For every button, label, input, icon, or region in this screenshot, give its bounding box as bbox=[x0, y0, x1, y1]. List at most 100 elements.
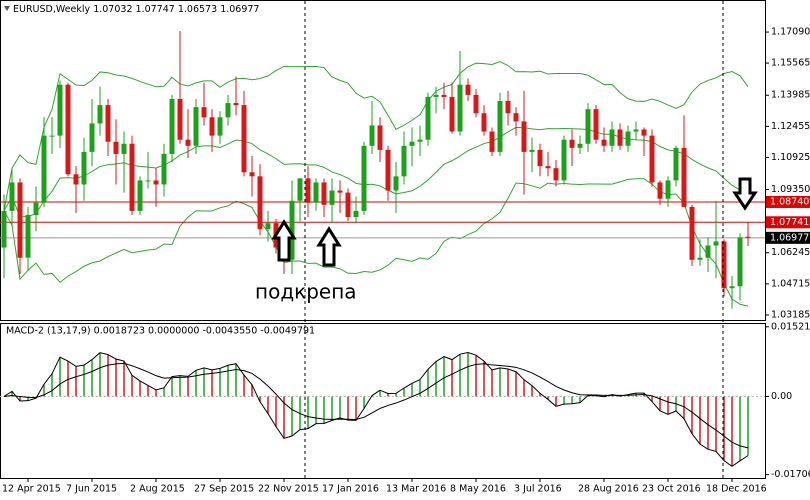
candle-body bbox=[105, 105, 111, 142]
candle-body bbox=[537, 149, 543, 167]
candle-body bbox=[745, 236, 751, 238]
candle-body bbox=[121, 143, 127, 154]
candle-body bbox=[673, 147, 679, 181]
candle-body bbox=[49, 135, 55, 137]
price-panel bbox=[0, 0, 766, 321]
x-tick-label: 18 Dec 2016 bbox=[706, 484, 767, 495]
header-icon bbox=[4, 6, 10, 11]
candle-body bbox=[329, 190, 335, 205]
candle-body bbox=[225, 103, 231, 118]
candle-body bbox=[385, 149, 391, 191]
candle-body bbox=[129, 143, 135, 211]
candle-body bbox=[657, 182, 663, 199]
candle-body bbox=[73, 174, 79, 185]
y-tick-label: 1.04715 bbox=[771, 278, 810, 289]
bollinger-band bbox=[3, 61, 749, 212]
candle-body bbox=[361, 145, 367, 211]
candle-body bbox=[345, 192, 351, 218]
y2-tick-label: 0.015211 bbox=[771, 321, 810, 332]
candle-body bbox=[609, 129, 615, 146]
y2-tick-label: -0.017060 bbox=[771, 469, 810, 480]
candle-body bbox=[497, 101, 503, 152]
level-box bbox=[766, 216, 810, 229]
candle-body bbox=[529, 149, 535, 152]
symbol: EURUSD,Weekly bbox=[13, 4, 91, 15]
candle-body bbox=[25, 214, 31, 258]
indicator-title: MACD-2 (13,17,9) 0.0018723 0.0000000 -0.… bbox=[6, 326, 315, 337]
x-tick-label: 12 Apr 2015 bbox=[2, 484, 61, 495]
x-tick-label: 2 Aug 2015 bbox=[130, 484, 185, 495]
candle-body bbox=[321, 182, 327, 205]
candle-body bbox=[449, 96, 455, 132]
candle-body bbox=[57, 84, 63, 136]
candle-body bbox=[153, 180, 159, 185]
candle-body bbox=[97, 105, 103, 124]
candle-body bbox=[17, 182, 23, 258]
candle-body bbox=[697, 257, 703, 260]
y-tick-label: 1.03185 bbox=[771, 310, 810, 321]
candle-body bbox=[161, 153, 167, 185]
candle-body bbox=[1, 210, 7, 248]
candle-body bbox=[289, 200, 295, 260]
y-tick-label: 1.12455 bbox=[771, 121, 810, 132]
x-tick-label: 23 Oct 2016 bbox=[642, 484, 701, 495]
level-box bbox=[766, 231, 810, 244]
candle-body bbox=[33, 202, 39, 215]
candle-body bbox=[513, 113, 519, 122]
y2-tick-label: 0.00 bbox=[771, 391, 792, 402]
candle-body bbox=[257, 176, 263, 230]
candle-body bbox=[601, 139, 607, 146]
candle-body bbox=[401, 145, 407, 177]
candle-body bbox=[409, 141, 415, 146]
candle-body bbox=[89, 123, 95, 152]
candle-body bbox=[593, 109, 599, 140]
level-label: 1.08740 bbox=[770, 196, 809, 207]
candle-body bbox=[313, 182, 319, 203]
x-tick-label: 22 Nov 2015 bbox=[258, 484, 319, 495]
candle-body bbox=[617, 129, 623, 146]
candle-body bbox=[337, 190, 343, 193]
y-tick-label: 1.09350 bbox=[771, 184, 810, 195]
up-arrow bbox=[271, 219, 297, 262]
candle-body bbox=[681, 147, 687, 207]
y-tick-label: 1.15565 bbox=[771, 58, 810, 69]
candle-body bbox=[473, 94, 479, 114]
bollinger-band bbox=[3, 126, 749, 218]
candle-body bbox=[689, 206, 695, 260]
candle-body bbox=[521, 121, 527, 152]
x-tick-label: 3 Jul 2016 bbox=[514, 484, 562, 495]
candle-body bbox=[433, 94, 439, 97]
low: 1.06573 bbox=[178, 4, 217, 15]
candle-body bbox=[705, 245, 711, 258]
candle-body bbox=[633, 129, 639, 132]
candle-body bbox=[569, 139, 575, 148]
level-label: 1.06977 bbox=[770, 232, 809, 243]
candle-body bbox=[369, 125, 375, 146]
high: 1.07747 bbox=[136, 4, 175, 15]
candle-body bbox=[209, 117, 215, 136]
y-tick-label: 1.10925 bbox=[771, 152, 810, 163]
open: 1.07032 bbox=[93, 4, 132, 15]
y-tick-label: 1.06245 bbox=[771, 247, 810, 258]
candle-body bbox=[169, 98, 175, 154]
candle-body bbox=[545, 166, 551, 169]
candle-body bbox=[41, 135, 47, 203]
x-tick-label: 27 Sep 2015 bbox=[194, 484, 254, 495]
candle-body bbox=[377, 125, 383, 150]
candle-body bbox=[505, 101, 511, 114]
candle-body bbox=[561, 139, 567, 181]
up-arrow bbox=[316, 226, 342, 267]
x-tick-label: 8 May 2016 bbox=[450, 484, 506, 495]
candle-body bbox=[145, 180, 151, 182]
close: 1.06977 bbox=[220, 4, 259, 15]
candle-body bbox=[185, 139, 191, 146]
candle-body bbox=[489, 131, 495, 152]
candle-body bbox=[241, 105, 247, 173]
x-tick-label: 17 Jan 2016 bbox=[322, 484, 379, 495]
level-label: 1.07741 bbox=[770, 217, 809, 228]
candle-body bbox=[665, 180, 671, 199]
macd-signal bbox=[3, 362, 749, 449]
candle-body bbox=[465, 84, 471, 95]
candle-body bbox=[577, 143, 583, 148]
